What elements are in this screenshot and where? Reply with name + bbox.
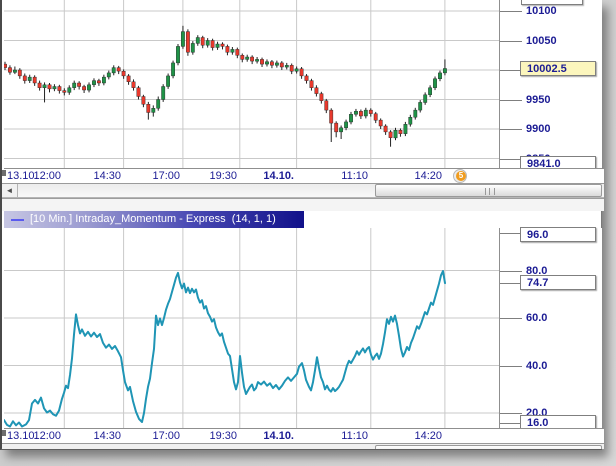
time-tick-label: 13.10. xyxy=(7,170,38,182)
momentum-scrollbar-thumb[interactable] xyxy=(375,445,602,449)
momentum-axis[interactable]: 96.0 80.0 74.7 60.0 40.0 20.0 16.0 xyxy=(499,227,602,430)
time-tick-label: 19:30 xyxy=(209,430,237,442)
axis-corner-marker xyxy=(2,170,6,176)
price-tick-label: 9950 xyxy=(526,94,551,106)
time-tick-label: 17:00 xyxy=(152,170,180,182)
price-tick xyxy=(499,100,522,101)
time-tick-label: 11:10 xyxy=(341,170,368,182)
price-tick xyxy=(499,129,522,130)
price-tick-label: 9900 xyxy=(526,123,551,135)
indicator-title: [10 Min.] Intraday_Momentum - Express (1… xyxy=(30,213,276,225)
price-scrollbar[interactable]: ◄ xyxy=(2,183,604,198)
price-plot-bottom-edge xyxy=(4,168,602,169)
momentum-chart-plot[interactable] xyxy=(4,228,499,428)
scrollbar-grip-icon xyxy=(484,188,495,195)
momentum-tick xyxy=(499,271,522,272)
indicator-line-legend-icon xyxy=(11,219,24,221)
price-tick xyxy=(499,11,522,12)
chart-window: 10100100501000099509900985010002.59841.0… xyxy=(0,0,604,450)
price-tick xyxy=(499,70,522,71)
momentum-tick xyxy=(499,366,522,367)
time-tick-label: 14:30 xyxy=(93,170,121,182)
time-tick-label: 13.10. xyxy=(7,430,38,442)
momentum-tick-label: 60.0 xyxy=(526,312,548,324)
time-tick-label: 11:10 xyxy=(341,430,368,442)
momentum-tick xyxy=(499,413,522,414)
time-tick-label: 19:30 xyxy=(209,170,237,182)
bar-countdown-clock-icon: 3 5 xyxy=(453,169,467,183)
panel-separator xyxy=(2,198,604,211)
momentum-value-box: 96.0 xyxy=(520,227,596,242)
momentum-chart-svg xyxy=(4,228,499,428)
momentum-tick xyxy=(499,423,522,424)
momentum-plot-bottom-edge xyxy=(4,428,602,429)
price-plot-axis-divider xyxy=(499,0,500,168)
time-tick-label: 14.10. xyxy=(263,430,294,442)
momentum-value-box: 74.7 xyxy=(520,275,596,290)
time-tick-label: 17:00 xyxy=(152,430,180,442)
momentum-scrollbar[interactable] xyxy=(2,443,604,449)
price-tick xyxy=(499,41,522,42)
price-tick xyxy=(499,159,522,160)
momentum-tick-label: 40.0 xyxy=(526,360,548,372)
price-chart-plot[interactable] xyxy=(4,0,499,168)
cutoff-label-box xyxy=(521,0,583,5)
time-tick-label: 14:20 xyxy=(414,430,442,442)
momentum-tick xyxy=(499,318,522,319)
time-tick-label: 12:00 xyxy=(33,170,61,182)
axis-corner-marker xyxy=(2,430,6,436)
time-tick-label: 12:00 xyxy=(33,430,61,442)
time-tick-label: 14.10. xyxy=(263,170,294,182)
countdown-digit-orange: 5 xyxy=(456,171,466,181)
time-tick-label: 14:20 xyxy=(414,170,442,182)
time-axis-top: 3 5 13.10.12:00 14:30 17:00 19:30 14.10. 11:1… xyxy=(2,169,604,183)
momentum-plot-axis-divider xyxy=(499,228,500,428)
price-chart-svg xyxy=(4,0,499,168)
momentum-tick xyxy=(499,283,522,284)
momentum-tick xyxy=(499,233,522,234)
price-scrollbar-thumb[interactable] xyxy=(375,184,602,197)
time-tick-label: 14:30 xyxy=(93,430,121,442)
momentum-tick-label: 80.0 xyxy=(526,265,548,277)
time-axis-bottom: 13.10. 12:00 14:30 17:00 19:30 14.10. 11:10 14:… xyxy=(2,429,604,443)
current-price-box: 10002.5 xyxy=(520,61,596,76)
price-tick-label: 10050 xyxy=(526,35,557,47)
price-tick-label: 10100 xyxy=(526,5,557,17)
momentum-tick-label: 20.0 xyxy=(526,407,548,419)
scrollbar-left-arrow-icon[interactable]: ◄ xyxy=(2,184,18,197)
indicator-title-bar[interactable]: [10 Min.] Intraday_Momentum - Express (1… xyxy=(4,211,304,228)
